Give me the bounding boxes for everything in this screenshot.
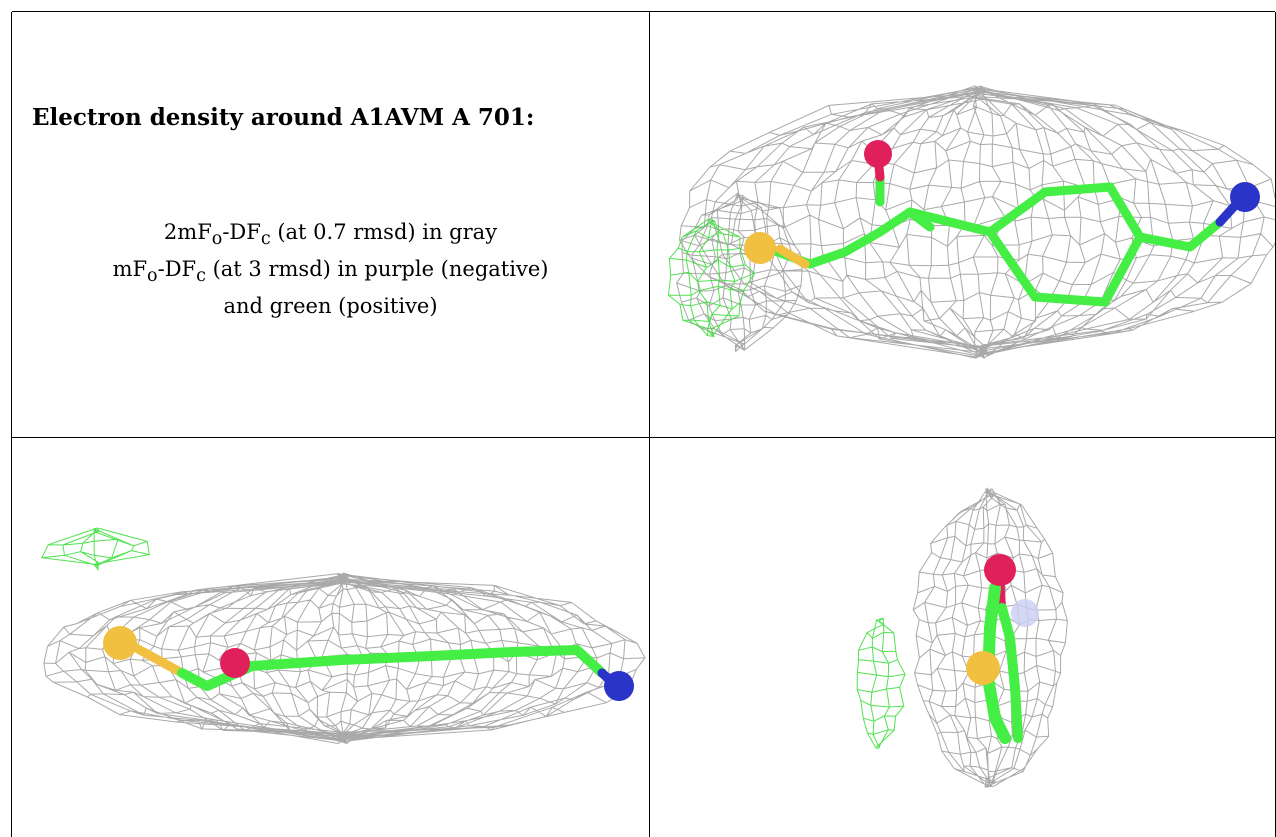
oxygen-atom — [984, 554, 1016, 586]
description-cell: Electron density around A1AVM A 701: 2mF… — [12, 12, 649, 437]
nitrogen-atom — [1230, 182, 1260, 212]
density-mesh-green — [667, 218, 756, 338]
sulfur-atom — [103, 626, 137, 660]
view-bottom-left — [12, 438, 649, 837]
oxygen-atom — [864, 140, 892, 168]
table-divider-vertical — [649, 12, 650, 837]
table-border-left — [11, 12, 12, 837]
density-mesh-gray — [676, 85, 1275, 360]
panel-title: Electron density around A1AVM A 701: — [32, 104, 535, 131]
sulfur-atom — [744, 232, 776, 264]
oxygen-atom — [220, 648, 250, 678]
sulfur-atom — [966, 651, 1000, 685]
density-mesh-lines — [41, 527, 150, 571]
view-top-right — [650, 12, 1275, 437]
legend: 2mFo-DFc (at 0.7 rmsd) in gray mFo-DFc (… — [12, 217, 649, 321]
legend-line-2: mFo-DFc (at 3 rmsd) in purple (negative) — [112, 257, 549, 287]
density-mesh-lines — [667, 218, 756, 338]
table-border-top — [12, 11, 1275, 12]
density-mesh-green — [41, 527, 150, 571]
bond-amine — [1135, 217, 1225, 252]
legend-line-3: and green (positive) — [223, 294, 438, 319]
nitrogen-atom — [1011, 599, 1039, 627]
density-mesh-green — [856, 617, 906, 749]
nitrogen-atom — [604, 671, 634, 701]
view-bottom-right — [650, 438, 1275, 837]
bond-tail — [905, 207, 995, 237]
legend-line-1: 2mFo-DFc (at 0.7 rmsd) in gray — [163, 220, 498, 250]
table-divider-horizontal — [12, 437, 1275, 438]
density-mesh-lines — [856, 617, 906, 749]
